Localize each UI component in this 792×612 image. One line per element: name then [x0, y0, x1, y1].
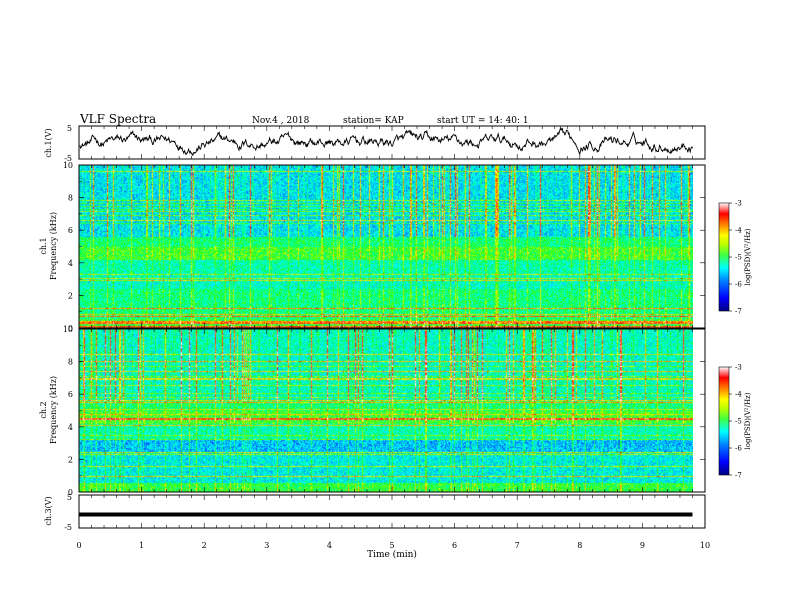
- ch2-spectrogram-ylabel: Frequency (kHz): [49, 376, 58, 444]
- ch3-ylabel: ch.3(V): [44, 496, 53, 525]
- ch1-ylabel: ch.1(V): [44, 128, 53, 157]
- time-tick-label: 1: [139, 541, 144, 550]
- time-axis-label: Time (min): [367, 549, 417, 560]
- y-tick-label: 0: [68, 324, 73, 333]
- time-tick-label: 7: [515, 541, 520, 550]
- time-tick-label: 10: [700, 541, 710, 550]
- time-axis-tick-labels: 0 1 2 3 4 5 6 7 8 9 10: [76, 541, 710, 550]
- y-tick-label: 0: [68, 488, 73, 497]
- time-tick-label: 2: [202, 541, 207, 550]
- y-tick-label: 2: [68, 291, 73, 300]
- ch1-spectrogram-ylabel: Frequency (kHz): [49, 212, 58, 280]
- ch1-waveform-panel: 5 -5 ch.1(V): [44, 124, 706, 163]
- ch2-spectrogram-xticks: [78, 329, 706, 492]
- ch2-spectrogram-ylabel-channel: ch.2: [39, 401, 48, 418]
- time-tick-label: 3: [264, 541, 269, 550]
- colorbar-tick-label: -5: [735, 418, 742, 426]
- y-tick-label: 10: [63, 325, 73, 334]
- y-tick-label: 2: [68, 455, 73, 464]
- ch3-waveform-panel: 5 -5 ch.3(V) 0 1 2 3 4 5 6 7 8 9 10 Time (min): [44, 493, 710, 560]
- y-tick-label: 6: [68, 226, 73, 235]
- colorbar-ch2-label: log(PSD)(V²/Hz): [744, 392, 752, 449]
- y-tick-label: 4: [68, 259, 73, 268]
- time-tick-label: 0: [76, 541, 81, 550]
- ch2-spectrogram-panel: 0 2 4 6 8 10 ch.2 Frequency (kHz): [39, 325, 706, 497]
- colorbar-tick-label: -6: [735, 281, 742, 289]
- ch1-spectrogram-xticks: [78, 165, 706, 328]
- y-tick-label: 8: [68, 358, 73, 367]
- ch1-spectrogram-panel: 0 2 4 6 8 10 ch.1 Frequency (kHz): [39, 161, 706, 333]
- date-label: Nov.4 , 2018: [252, 116, 310, 126]
- spectrogram-raster: [79, 165, 693, 328]
- ch3-waveform-frame: [78, 494, 706, 529]
- ch1-spectrogram-ylabel-channel: ch.1: [39, 237, 48, 254]
- y-tick-label: 6: [68, 390, 73, 399]
- colorbar-ch2: -3 -4 -5 -6 -7 log(PSD)(V²/Hz): [718, 364, 752, 480]
- colorbar-ch1-gradient: [718, 202, 730, 312]
- colorbar-ch2-ticks: -3 -4 -5 -6 -7: [729, 364, 742, 480]
- colorbar-tick-label: -7: [735, 308, 742, 316]
- y-tick-label: 4: [68, 423, 73, 432]
- ch3-waveform-ticks: [78, 495, 706, 528]
- colorbar-ch1-ticks: -3 -4 -5 -6 -7: [729, 200, 742, 316]
- ch3-ytick-bottom: -5: [64, 523, 72, 532]
- figure-title: VLF Spectra: [79, 112, 156, 126]
- colorbar-tick-label: -4: [735, 227, 742, 235]
- ch2-spectrogram-yticks: 0 2 4 6 8 10: [63, 325, 705, 497]
- ch1-ytick-bottom: -5: [64, 154, 72, 163]
- station-label: station= KAP: [343, 116, 404, 126]
- colorbar-tick-label: -5: [735, 254, 742, 262]
- time-tick-label: 8: [577, 541, 582, 550]
- colorbar-ch1: -3 -4 -5 -6 -7 log(PSD)(V²/Hz): [718, 200, 752, 316]
- ch1-spectrogram-yticks: 0 2 4 6 8 10: [63, 161, 705, 333]
- colorbar-tick-label: -3: [735, 364, 742, 372]
- colorbar-tick-label: -7: [735, 472, 742, 480]
- time-tick-label: 5: [389, 541, 394, 550]
- y-tick-label: 8: [68, 194, 73, 203]
- spectrogram-raster: [79, 329, 693, 492]
- colorbar-tick-label: -3: [735, 200, 742, 208]
- time-tick-label: 9: [640, 541, 645, 550]
- colorbar-tick-label: -6: [735, 445, 742, 453]
- colorbar-ch1-label: log(PSD)(V²/Hz): [744, 228, 752, 285]
- colorbar-ch2-gradient: [718, 366, 730, 476]
- ch1-waveform-ticks: [78, 126, 706, 159]
- ch1-ytick-top: 5: [67, 124, 72, 133]
- ch1-waveform-frame: [78, 125, 706, 160]
- ch3-ytick-top: 5: [67, 493, 72, 502]
- y-tick-label: 10: [63, 161, 73, 170]
- time-tick-label: 4: [327, 541, 332, 550]
- colorbar-tick-label: -4: [735, 391, 742, 399]
- time-tick-label: 6: [452, 541, 457, 550]
- ch1-waveform-line: [79, 126, 694, 157]
- ch1-spectrogram-image: [79, 165, 693, 328]
- start-time-label: start UT = 14: 40: 1: [437, 116, 529, 126]
- ch2-spectrogram-image: [79, 329, 693, 492]
